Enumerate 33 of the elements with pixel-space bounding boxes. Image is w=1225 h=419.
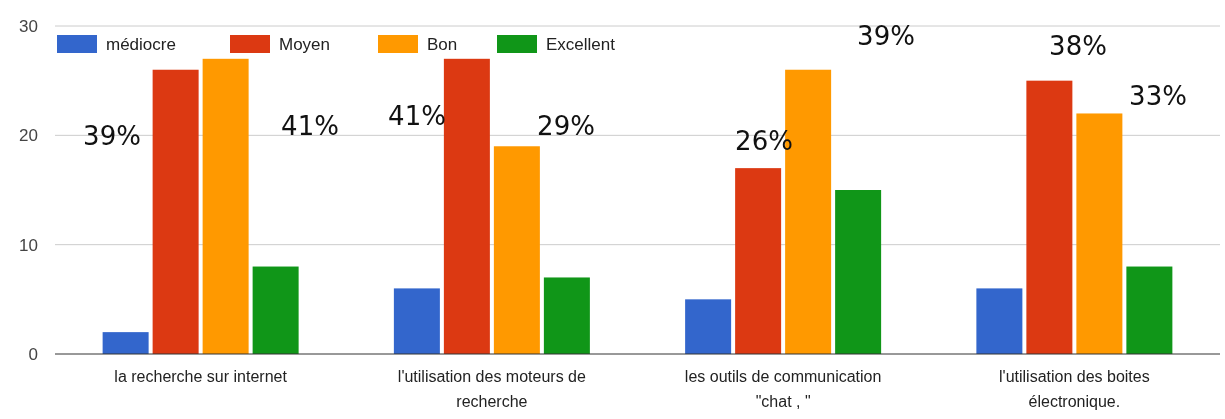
annotation: 33% (1129, 81, 1187, 111)
bar (443, 58, 490, 354)
x-tick-label: l'utilisation des moteurs de recherche (397, 368, 586, 410)
legend-label: Moyen (279, 34, 331, 54)
bar (976, 288, 1023, 354)
bar (1126, 266, 1173, 354)
bar (202, 58, 249, 354)
y-tick-label: 30 (19, 16, 38, 36)
x-tick-label: l'utilisation des boites électronique. (999, 368, 1150, 410)
bar (1026, 80, 1073, 354)
bar (393, 288, 440, 354)
legend-label: Bon (427, 34, 458, 54)
annotation: 38% (1049, 31, 1107, 61)
y-tick-label: 20 (19, 126, 38, 146)
annotation: 29% (537, 111, 595, 141)
bar (152, 69, 199, 354)
bar (735, 168, 782, 354)
annotation: 39% (857, 21, 915, 51)
legend-label: Excellent (546, 34, 616, 54)
bar (543, 277, 590, 354)
legend-label: médiocre (106, 34, 176, 54)
x-tick-label: la recherche sur internet (114, 368, 288, 385)
bar (493, 146, 540, 354)
bar (685, 299, 732, 354)
y-tick-label: 10 (19, 235, 38, 255)
bar (102, 332, 149, 354)
annotation: 41% (281, 111, 339, 141)
x-tick-label: les outils de communication "chat , " (684, 368, 882, 410)
y-tick-label: 0 (28, 344, 38, 364)
annotation: 39% (83, 121, 141, 151)
bar (252, 266, 299, 354)
bar (835, 190, 882, 354)
bar (1076, 113, 1123, 354)
